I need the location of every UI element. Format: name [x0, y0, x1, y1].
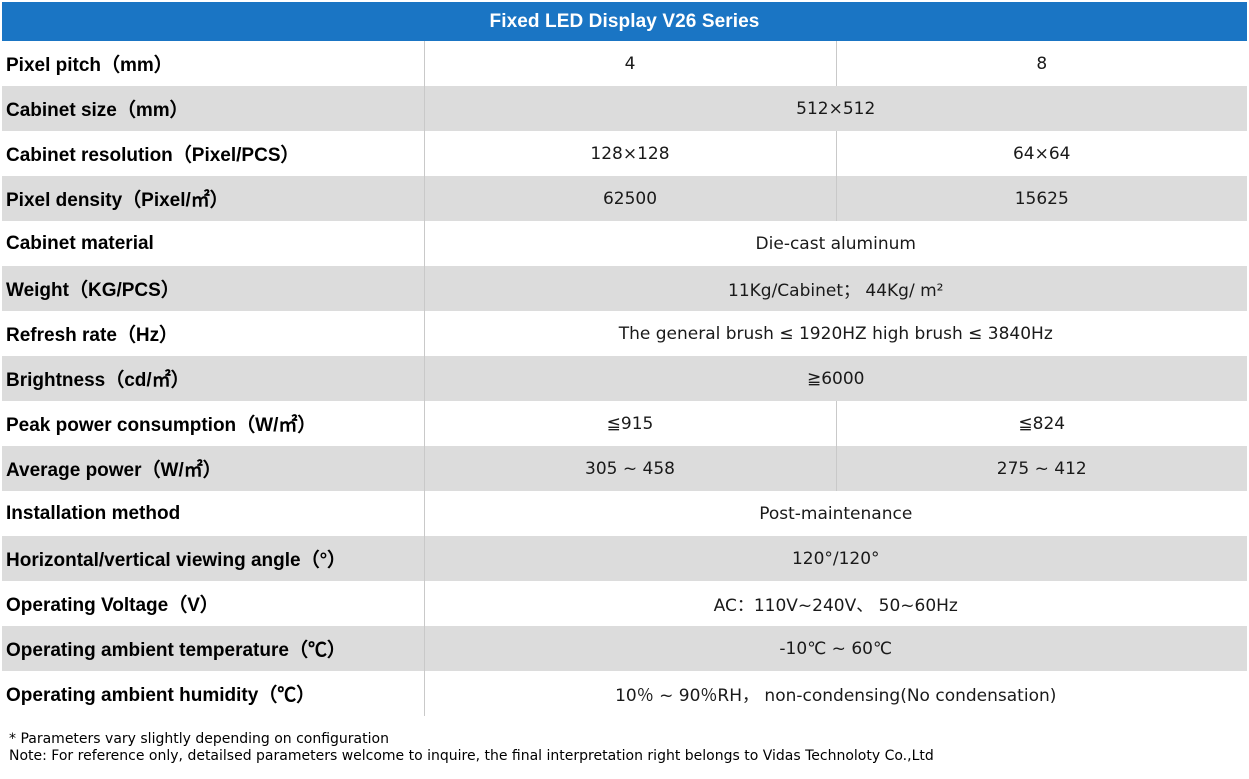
row-value-4mm: 305 ~ 458	[424, 446, 837, 491]
row-label: Pixel density（Pixel/㎡）	[2, 176, 425, 221]
row-label: Cabinet resolution（Pixel/PCS）	[2, 131, 425, 176]
row-label: Weight（KG/PCS）	[2, 266, 425, 311]
row-label: Refresh rate（Hz）	[2, 311, 425, 356]
row-label: Operating ambient temperature（℃）	[2, 626, 425, 671]
row-ambient-humidity: Operating ambient humidity（℃） 10％ ~ 90％R…	[2, 671, 1247, 716]
row-value-8mm: 64×64	[836, 131, 1247, 176]
row-label: Horizontal/vertical viewing angle（°）	[2, 536, 425, 581]
row-label: Operating ambient humidity（℃）	[2, 671, 425, 716]
row-viewing-angle: Horizontal/vertical viewing angle（°） 120…	[2, 536, 1247, 581]
row-operating-voltage: Operating Voltage（V） AC：110V~240V、 50~60…	[2, 581, 1247, 626]
row-peak-power: Peak power consumption（W/㎡） ≦915 ≦824	[2, 401, 1247, 446]
row-value-8mm: 275 ~ 412	[836, 446, 1247, 491]
table-title: Fixed LED Display V26 Series	[2, 2, 1247, 41]
row-value-8mm: 15625	[836, 176, 1247, 221]
row-value: Post-maintenance	[424, 491, 1247, 536]
row-installation-method: Installation method Post-maintenance	[2, 491, 1247, 536]
row-cabinet-resolution: Cabinet resolution（Pixel/PCS） 128×128 64…	[2, 131, 1247, 176]
row-value-8mm: ≦824	[836, 401, 1247, 446]
row-label: Cabinet size（mm）	[2, 86, 425, 131]
row-value-4mm: 4	[424, 41, 837, 86]
row-value: ≧6000	[424, 356, 1247, 401]
row-value-4mm: 62500	[424, 176, 837, 221]
row-label: Brightness（cd/㎡）	[2, 356, 425, 401]
row-label: Average power（W/㎡）	[2, 446, 425, 491]
row-label: Pixel pitch（mm）	[2, 41, 425, 86]
row-label: Cabinet material	[2, 221, 425, 266]
row-label: Installation method	[2, 491, 425, 536]
spec-table: Pixel pitch（mm） 4 8 Cabinet size（mm） 512…	[2, 41, 1247, 716]
row-ambient-temperature: Operating ambient temperature（℃） -10℃ ~ …	[2, 626, 1247, 671]
row-cabinet-material: Cabinet material Die-cast aluminum	[2, 221, 1247, 266]
row-value: 11Kg/Cabinet； 44Kg/ m²	[424, 266, 1247, 311]
row-value-8mm: 8	[836, 41, 1247, 86]
row-value-4mm: ≦915	[424, 401, 837, 446]
row-value: 120°/120°	[424, 536, 1247, 581]
row-value-4mm: 128×128	[424, 131, 837, 176]
row-refresh-rate: Refresh rate（Hz） The general brush ≤ 192…	[2, 311, 1247, 356]
row-value: 512×512	[424, 86, 1247, 131]
row-weight: Weight（KG/PCS） 11Kg/Cabinet； 44Kg/ m²	[2, 266, 1247, 311]
footnote-disclaimer: Note: For reference only, detailsed para…	[9, 748, 934, 764]
row-label: Peak power consumption（W/㎡）	[2, 401, 425, 446]
row-cabinet-size: Cabinet size（mm） 512×512	[2, 86, 1247, 131]
footnotes: * Parameters vary slightly depending on …	[9, 731, 1239, 765]
row-pixel-density: Pixel density（Pixel/㎡） 62500 15625	[2, 176, 1247, 221]
row-label: Operating Voltage（V）	[2, 581, 425, 626]
footnote-configuration: * Parameters vary slightly depending on …	[9, 731, 389, 747]
row-value: 10％ ~ 90％RH， non-condensing(No condensat…	[424, 671, 1247, 716]
row-brightness: Brightness（cd/㎡） ≧6000	[2, 356, 1247, 401]
row-value: AC：110V~240V、 50~60Hz	[424, 581, 1247, 626]
row-value: -10℃ ~ 60℃	[424, 626, 1247, 671]
row-pixel-pitch: Pixel pitch（mm） 4 8	[2, 41, 1247, 86]
row-value: The general brush ≤ 1920HZ high brush ≤ …	[424, 311, 1247, 356]
row-value: Die-cast aluminum	[424, 221, 1247, 266]
row-average-power: Average power（W/㎡） 305 ~ 458 275 ~ 412	[2, 446, 1247, 491]
